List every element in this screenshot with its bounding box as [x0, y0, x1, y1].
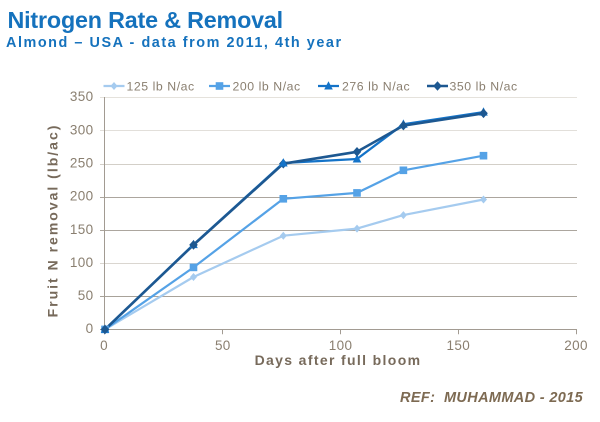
svg-text:276 lb N/ac: 276 lb N/ac: [342, 79, 410, 93]
svg-text:150: 150: [70, 222, 94, 237]
svg-text:350: 350: [70, 89, 94, 104]
svg-text:100: 100: [329, 338, 353, 353]
svg-text:200 lb N/ac: 200 lb N/ac: [233, 79, 301, 93]
svg-text:300: 300: [70, 122, 94, 137]
svg-text:200: 200: [564, 338, 588, 353]
svg-text:100: 100: [70, 255, 94, 270]
svg-text:Nitrogen Rate & Removal: Nitrogen Rate & Removal: [8, 7, 283, 33]
svg-text:Days after full bloom: Days after full bloom: [255, 352, 422, 368]
svg-text:150: 150: [447, 338, 471, 353]
svg-text:Fruit N removal (lb/ac): Fruit N removal (lb/ac): [44, 124, 60, 318]
svg-text:350 lb N/ac: 350 lb N/ac: [450, 79, 518, 93]
svg-text:0: 0: [100, 338, 108, 353]
svg-text:Almond – USA - data from 2011,: Almond – USA - data from 2011, 4th year: [6, 35, 343, 51]
svg-text:125 lb N/ac: 125 lb N/ac: [127, 79, 195, 93]
svg-text:250: 250: [70, 156, 94, 171]
svg-text:50: 50: [78, 288, 94, 303]
svg-text:0: 0: [86, 321, 94, 336]
svg-text:50: 50: [215, 338, 231, 353]
svg-text:200: 200: [70, 189, 94, 204]
svg-text:REF: MUHAMMAD - 2015: REF: MUHAMMAD - 2015: [400, 390, 584, 406]
